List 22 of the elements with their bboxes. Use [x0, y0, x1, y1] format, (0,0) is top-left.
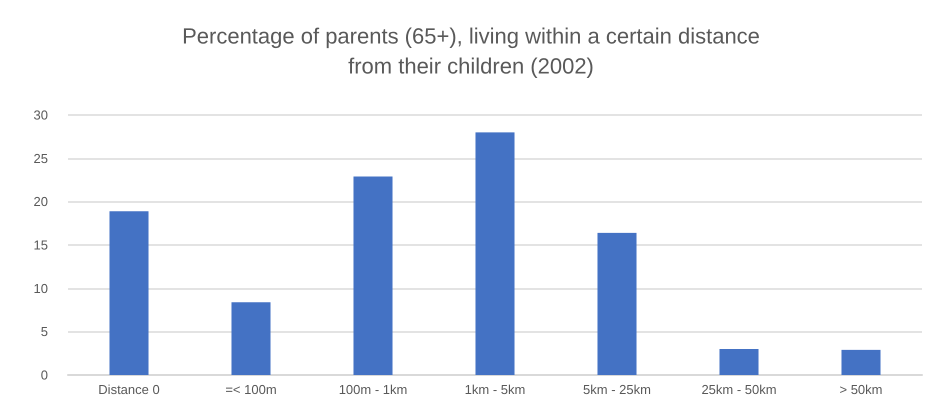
x-tick-label: Distance 0: [98, 382, 160, 397]
bar: [597, 232, 637, 375]
x-tick-label: 5km - 25km: [583, 382, 651, 397]
y-tick-label: 20: [34, 194, 48, 210]
x-tick-label: =< 100m: [225, 382, 277, 397]
chart-title: Percentage of parents (65+), living within a certain distance from their children (2002): [182, 24, 760, 78]
x-tick-label: 25km - 50km: [701, 382, 777, 397]
y-tick-label: 25: [34, 150, 48, 166]
x-tick-label: 100m - 1km: [338, 382, 408, 397]
x-tick-label: > 50km: [840, 382, 882, 397]
y-tick-label: 15: [34, 238, 48, 252]
y-tick-label: 10: [34, 280, 48, 296]
bar: [231, 302, 271, 375]
bar: [109, 211, 149, 375]
bar: [475, 132, 515, 375]
y-tick-label: 5: [40, 324, 48, 340]
bar: [719, 349, 759, 375]
y-tick-label: 30: [34, 108, 48, 122]
bar: [353, 176, 393, 375]
x-tick-label: 1km - 5km: [464, 382, 526, 397]
bar: [841, 350, 881, 375]
y-tick-label: 0: [40, 368, 48, 382]
